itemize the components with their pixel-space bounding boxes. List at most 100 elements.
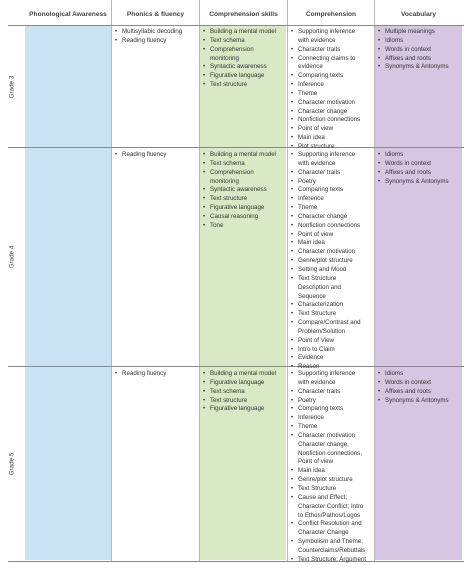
- list-item: Theme: [290, 90, 374, 99]
- list-item: Main idea: [290, 239, 374, 248]
- list-item: Text Structure: [290, 485, 374, 494]
- list-item: Character motivation: [290, 99, 374, 108]
- list-item: Building a mental model: [202, 151, 286, 160]
- grade-5-label: Grade 5: [0, 367, 24, 561]
- list-item: Words in context: [377, 160, 462, 169]
- list-item: Character motivation: [290, 248, 374, 257]
- list-item: Main idea: [290, 467, 374, 476]
- list-item: Words in context: [377, 46, 462, 55]
- header-comprehension-skills: Comprehension skills: [209, 11, 278, 18]
- grade-4-vocabulary-list: IdiomsWords in contextAffixes and rootsS…: [377, 151, 462, 186]
- list-item: Genre/plot structure: [290, 257, 374, 266]
- list-item: Point of View: [290, 337, 374, 346]
- list-item: Reading fluency: [114, 37, 198, 46]
- list-item: Reading fluency: [114, 370, 198, 379]
- list-item: Figurative language: [202, 379, 286, 388]
- list-item: Character traits: [290, 388, 374, 397]
- list-item: Text schema: [202, 37, 286, 46]
- list-item: Words in context: [377, 379, 462, 388]
- header-comprehension: Comprehension: [305, 11, 357, 18]
- list-item: Character traits: [290, 46, 374, 55]
- list-item: Nonfiction connections: [290, 116, 374, 125]
- grade-5-skills-list: Building a mental modelFigurative langua…: [202, 370, 286, 414]
- list-item: Cause and Effect;Character Conflict; Int…: [290, 494, 374, 521]
- column-divider: [199, 0, 200, 562]
- list-item: Figurative language: [202, 405, 286, 414]
- list-item: Nonfiction connections: [290, 222, 374, 231]
- grade-4-phonics-list: Reading fluency: [114, 151, 198, 160]
- list-item: Idioms: [377, 370, 462, 379]
- list-item: Multisyllabic decoding: [114, 28, 198, 37]
- list-item: Affixes and roots: [377, 169, 462, 178]
- grade-3-vocabulary-list: Multiple meaningsIdiomsWords in contextA…: [377, 28, 462, 72]
- list-item: Idioms: [377, 151, 462, 160]
- list-item: Figurative language: [202, 72, 286, 81]
- list-item: Theme: [290, 204, 374, 213]
- grade-4-skills-list: Building a mental modelText schemaCompre…: [202, 151, 286, 231]
- column-divider: [111, 0, 112, 562]
- grade-4-text: Grade 4: [8, 245, 16, 269]
- list-item: Reason: [290, 363, 374, 372]
- grade-5-vocabulary-list: IdiomsWords in contextAffixes and rootsS…: [377, 370, 462, 405]
- list-item: Comparing texts: [290, 72, 374, 81]
- list-item: Causal reasoning: [202, 213, 286, 222]
- list-item: Evidence: [290, 354, 374, 363]
- bottom-rule: [8, 561, 464, 562]
- grade-3-label: Grade 3: [0, 26, 24, 147]
- list-item: Theme: [290, 423, 374, 432]
- list-item: Poetry: [290, 178, 374, 187]
- row-rule: [8, 147, 464, 148]
- list-item: Text structure: [202, 81, 286, 90]
- list-item: Building a mental model: [202, 370, 286, 379]
- list-item: Character change: [290, 213, 374, 222]
- row-rule: [8, 366, 464, 367]
- list-item: Synonyms & Antonyms: [377, 397, 462, 406]
- list-item: Text schema: [202, 388, 286, 397]
- list-item: Setting and Mood: [290, 266, 374, 275]
- list-item: Figurative language: [202, 204, 286, 213]
- column-divider: [374, 0, 375, 562]
- header-vocabulary: Vocabulary: [400, 11, 437, 18]
- vocabulary-column: [375, 26, 462, 560]
- list-item: Symbolism and Theme;Counterclaims/Rebutt…: [290, 538, 374, 556]
- list-item: Comparing texts: [290, 186, 374, 195]
- list-item: Synonyms & Antonyms: [377, 63, 462, 72]
- header-phonics-fluency: Phonics & fluency: [126, 11, 185, 18]
- list-item: Text Structure: [290, 310, 374, 319]
- list-item: Text structure: [202, 195, 286, 204]
- phonological-awareness-column: [25, 26, 111, 560]
- list-item: Point of view: [290, 125, 374, 134]
- list-item: Syntactic awareness: [202, 186, 286, 195]
- list-item: Tone: [202, 222, 286, 231]
- grade-3-text: Grade 3: [8, 75, 16, 98]
- list-item: Plot structure: [290, 143, 374, 152]
- list-item: Affixes and roots: [377, 55, 462, 64]
- grade-5-text: Grade 5: [8, 452, 16, 476]
- list-item: Text structure: [202, 397, 286, 406]
- list-item: Inference: [290, 195, 374, 204]
- list-item: Comparing texts: [290, 405, 374, 414]
- list-item: Genre/plot structure: [290, 476, 374, 485]
- header-rule: [8, 25, 464, 26]
- grade-3-phonics-list: Multisyllabic decodingReading fluency: [114, 28, 198, 46]
- list-item: Inference: [290, 414, 374, 423]
- column-divider: [287, 0, 288, 562]
- header-phonological-awareness: Phonological Awareness: [29, 11, 107, 18]
- list-item: Character traits: [290, 169, 374, 178]
- list-item: Main idea: [290, 134, 374, 143]
- list-item: Text schema: [202, 160, 286, 169]
- list-item: Syntactic awareness: [202, 63, 286, 72]
- grade-5-phonics-list: Reading fluency: [114, 370, 198, 379]
- list-item: Reading fluency: [114, 151, 198, 160]
- list-item: Character change: [290, 108, 374, 117]
